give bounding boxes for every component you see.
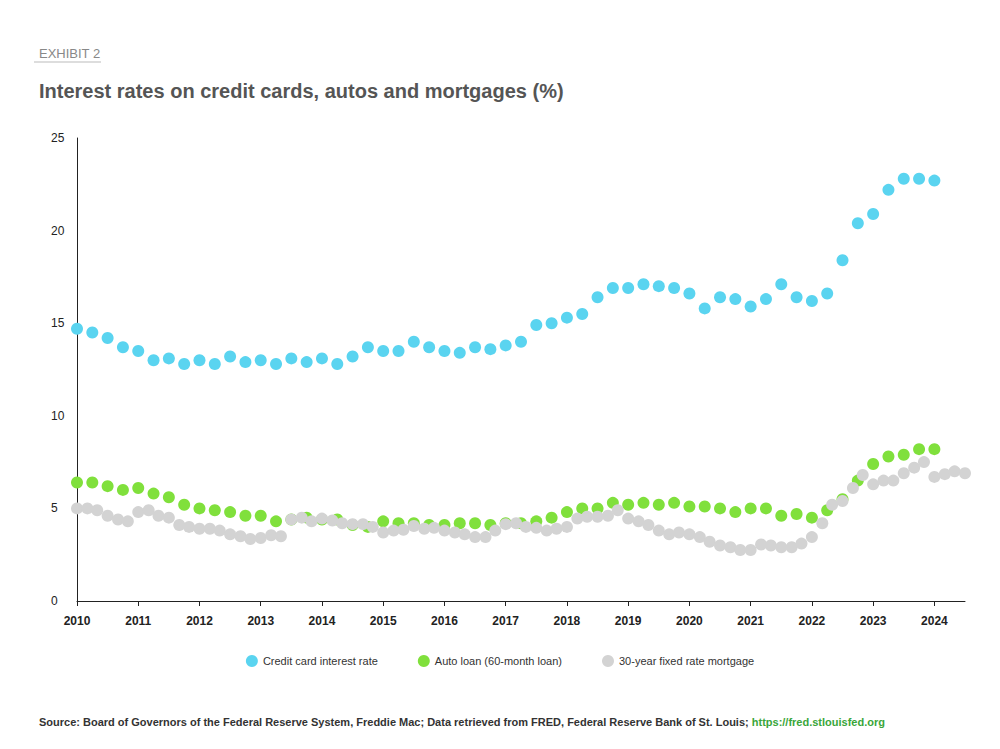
svg-text:2017: 2017	[492, 614, 519, 628]
svg-text:Auto loan (60-month loan): Auto loan (60-month loan)	[435, 655, 562, 667]
svg-text:2014: 2014	[309, 614, 336, 628]
svg-text:2023: 2023	[860, 614, 887, 628]
svg-text:Interest rates on credit cards: Interest rates on credit cards, autos an…	[39, 80, 564, 102]
svg-text:15: 15	[51, 316, 65, 330]
svg-text:2012: 2012	[186, 614, 213, 628]
svg-text:10: 10	[51, 409, 65, 423]
svg-text:2011: 2011	[125, 614, 151, 628]
svg-text:20: 20	[51, 224, 65, 238]
svg-text:25: 25	[51, 131, 65, 145]
svg-text:2013: 2013	[247, 614, 274, 628]
svg-text:2010: 2010	[64, 614, 91, 628]
svg-text:https://fred.stlouisfed.org: https://fred.stlouisfed.org	[752, 716, 885, 728]
svg-text:2016: 2016	[431, 614, 458, 628]
svg-text:EXHIBIT 2: EXHIBIT 2	[39, 46, 100, 61]
svg-text:2018: 2018	[554, 614, 581, 628]
svg-text:30-year fixed rate mortgage: 30-year fixed rate mortgage	[619, 655, 754, 667]
svg-text:2015: 2015	[370, 614, 397, 628]
svg-text:Credit card interest rate: Credit card interest rate	[263, 655, 378, 667]
svg-text:2022: 2022	[799, 614, 826, 628]
svg-text:Source: Board of Governors of: Source: Board of Governors of the Federa…	[39, 716, 752, 728]
svg-text:2020: 2020	[676, 614, 703, 628]
svg-text:0: 0	[51, 594, 58, 608]
svg-text:2019: 2019	[615, 614, 642, 628]
svg-text:5: 5	[51, 501, 58, 515]
svg-text:2021: 2021	[737, 614, 764, 628]
svg-text:2024: 2024	[921, 614, 948, 628]
